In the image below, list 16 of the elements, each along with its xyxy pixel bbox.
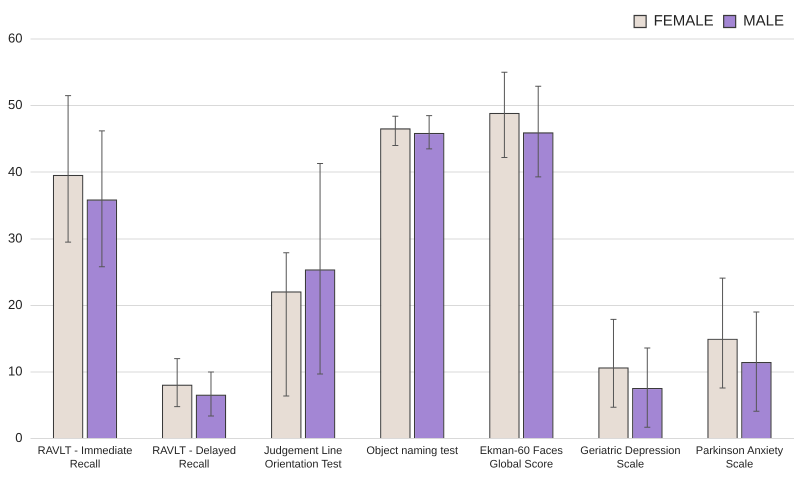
x-tick-label: Ekman-60 Faces Global Score xyxy=(480,445,564,470)
y-tick-label: 0 xyxy=(15,430,22,446)
y-tick-label: 50 xyxy=(8,97,22,112)
x-tick-label: Judgement Line Orientation Test xyxy=(264,445,342,470)
y-tick-label: 60 xyxy=(8,30,22,46)
y-tick-label: 40 xyxy=(8,164,22,179)
x-tick-label: RAVLT - Delayed Recall xyxy=(152,445,236,470)
x-tick-label: Object naming test xyxy=(366,445,458,458)
y-tick-label: 20 xyxy=(8,296,22,312)
y-tick-label: 30 xyxy=(8,230,22,246)
x-tick-label: Geriatric Depression Scale xyxy=(580,445,681,470)
legend-label: FEMALE xyxy=(654,12,714,30)
x-tick-label: Parkinson Anxiety Scale xyxy=(696,445,784,470)
legend-label: MALE xyxy=(743,12,784,30)
y-tick-label: 10 xyxy=(8,364,22,379)
x-tick-label: RAVLT - Immediate Recall xyxy=(38,445,132,470)
